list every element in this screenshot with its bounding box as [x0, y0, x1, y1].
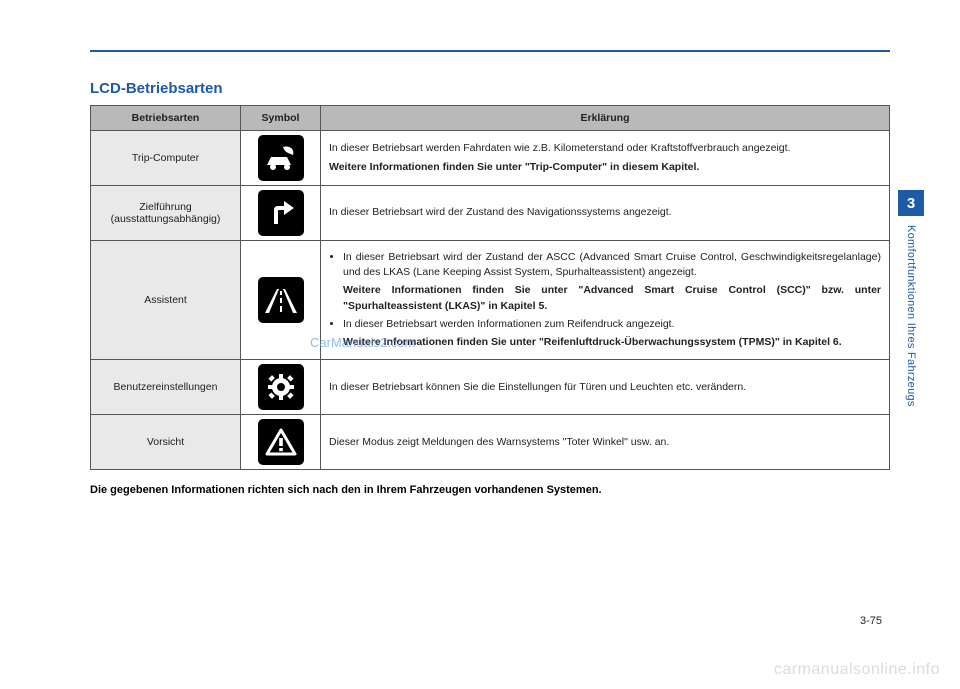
expl-cell-warn: Dieser Modus zeigt Meldungen des Warnsys… — [321, 415, 890, 470]
mode-cell-assist: Assistent — [91, 241, 241, 360]
gear-icon — [258, 364, 304, 410]
text: In dieser Betriebsart wird der Zustand d… — [329, 205, 881, 220]
symbol-cell-trip — [241, 131, 321, 186]
expl-cell-settings: In dieser Betriebsart können Sie die Ein… — [321, 360, 890, 415]
footnote: Die gegebenen Informationen richten sich… — [90, 484, 890, 496]
symbol-cell-nav — [241, 186, 321, 241]
turn-arrow-icon — [258, 190, 304, 236]
table-row: Trip-Computer In dieser Betriebsart werd… — [91, 131, 890, 186]
eco-car-icon — [258, 135, 304, 181]
mode-cell-nav: Zielführung (ausstattungsabhängig) — [91, 186, 241, 241]
watermark-bottom: carmanualsonline.info — [774, 661, 940, 679]
text: Dieser Modus zeigt Meldungen des Warnsys… — [329, 435, 881, 450]
text: Zielführung — [139, 201, 192, 213]
col-header-mode: Betriebsarten — [91, 106, 241, 131]
symbol-cell-assist — [241, 241, 321, 360]
text: In dieser Betriebsart werden Fahrdaten w… — [329, 141, 881, 156]
expl-cell-trip: In dieser Betriebsart werden Fahrdaten w… — [321, 131, 890, 186]
expl-cell-nav: In dieser Betriebsart wird der Zustand d… — [321, 186, 890, 241]
chapter-side-label: Komfortfunktionen Ihres Fahrzeugs — [898, 225, 924, 485]
col-header-expl: Erklärung — [321, 106, 890, 131]
lane-icon — [258, 277, 304, 323]
modes-table: Betriebsarten Symbol Erklärung Trip-Comp… — [90, 105, 890, 470]
table-row: Zielführung (ausstattungsabhängig) In di… — [91, 186, 890, 241]
warning-icon — [258, 419, 304, 465]
expl-cell-assist: In dieser Betriebsart wird der Zustand d… — [321, 241, 890, 360]
section-title: LCD-Betriebsarten — [90, 80, 890, 97]
symbol-cell-warn — [241, 415, 321, 470]
table-row: Assistent — [91, 241, 890, 360]
list-item: In dieser Betriebsart werden Information… — [343, 317, 881, 350]
col-header-symbol: Symbol — [241, 106, 321, 131]
text-bold: Weitere Informationen finden Sie unter "… — [343, 283, 881, 313]
text: In dieser Betriebsart können Sie die Ein… — [329, 380, 881, 395]
mode-cell-trip: Trip-Computer — [91, 131, 241, 186]
text: (ausstattungsabhängig) — [111, 213, 221, 225]
top-rule — [90, 50, 890, 52]
text-bold: Weitere Informationen finden Sie unter "… — [329, 160, 881, 175]
table-row: Vorsicht Dieser Modus zeigt Meldungen de… — [91, 415, 890, 470]
page-number: 3-75 — [860, 615, 882, 627]
text: In dieser Betriebsart werden Information… — [343, 318, 675, 330]
list-item: In dieser Betriebsart wird der Zustand d… — [343, 250, 881, 314]
chapter-tab: 3 — [898, 190, 924, 216]
mode-cell-warn: Vorsicht — [91, 415, 241, 470]
text-bold: Weitere Informationen finden Sie unter "… — [343, 335, 881, 350]
symbol-cell-settings — [241, 360, 321, 415]
table-row: Benutzereinstellungen — [91, 360, 890, 415]
text: In dieser Betriebsart wird der Zustand d… — [343, 251, 881, 278]
mode-cell-settings: Benutzereinstellungen — [91, 360, 241, 415]
